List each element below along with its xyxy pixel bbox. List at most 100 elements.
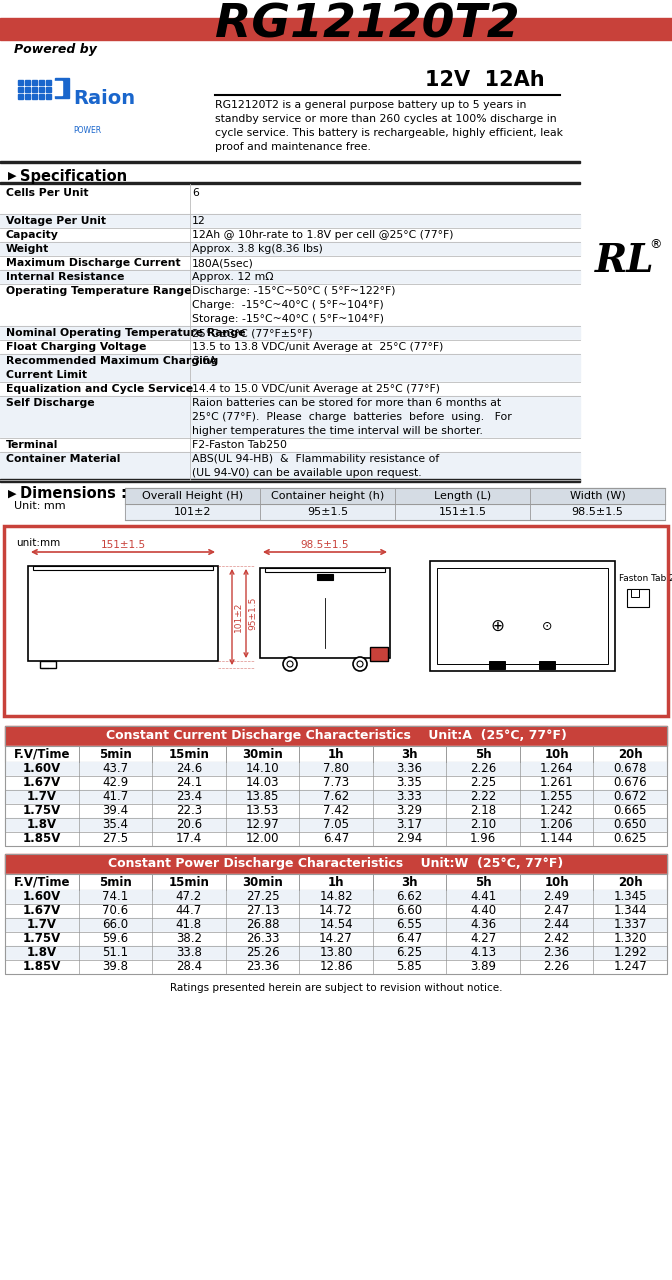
Bar (18, 87, 23, 92)
Text: 3h: 3h (401, 876, 418, 888)
Text: 1.8V: 1.8V (27, 818, 57, 832)
Circle shape (287, 660, 293, 667)
Bar (0, 326, 580, 340)
Circle shape (353, 657, 367, 671)
Text: 3h: 3h (401, 748, 418, 760)
Bar (5, 746, 667, 762)
Text: 5h: 5h (475, 876, 491, 888)
Text: 6.60: 6.60 (396, 905, 423, 918)
Bar (0, 479, 580, 483)
Text: 2.22: 2.22 (470, 791, 496, 804)
Text: 24.1: 24.1 (176, 777, 202, 790)
Bar (39, 87, 44, 92)
Text: 20.6: 20.6 (176, 818, 202, 832)
Text: Constant Current Discharge Characteristics    Unit:A  (25°C, 77°F): Constant Current Discharge Characteristi… (106, 730, 566, 742)
Text: 27.13: 27.13 (246, 905, 280, 918)
Text: 27.25: 27.25 (246, 891, 280, 904)
Text: 6.55: 6.55 (396, 919, 423, 932)
Text: 2.49: 2.49 (544, 891, 570, 904)
Text: Container height (h): Container height (h) (271, 492, 384, 500)
Text: 2.94: 2.94 (396, 832, 423, 846)
Text: Terminal: Terminal (6, 440, 58, 451)
Text: 1h: 1h (328, 876, 344, 888)
Text: 12: 12 (192, 216, 206, 227)
Bar (125, 504, 665, 520)
Text: 15min: 15min (169, 876, 209, 888)
Text: 98.5±1.5: 98.5±1.5 (301, 540, 349, 550)
Text: 6: 6 (192, 188, 199, 198)
Text: Width (W): Width (W) (570, 492, 626, 500)
Text: Current Limit: Current Limit (6, 370, 87, 380)
Text: 5min: 5min (99, 748, 132, 760)
Text: 10h: 10h (544, 748, 569, 760)
Text: 1.320: 1.320 (614, 933, 647, 946)
Text: Self Discharge: Self Discharge (6, 398, 95, 408)
Text: 180A(5sec): 180A(5sec) (192, 259, 254, 268)
Text: 1.7V: 1.7V (27, 919, 56, 932)
Text: 25.26: 25.26 (246, 946, 280, 960)
Text: 13.80: 13.80 (319, 946, 353, 960)
Text: Recommended Maximum Charging: Recommended Maximum Charging (6, 356, 218, 366)
Text: 12.86: 12.86 (319, 960, 353, 974)
Text: 38.2: 38.2 (176, 933, 202, 946)
Text: 0.665: 0.665 (614, 805, 647, 818)
Text: Dimensions :: Dimensions : (20, 486, 127, 502)
Bar (0, 161, 580, 163)
Text: 15min: 15min (169, 748, 209, 760)
Bar (5, 790, 667, 804)
Text: 13.5 to 13.8 VDC/unit Average at  25°C (77°F): 13.5 to 13.8 VDC/unit Average at 25°C (7… (192, 342, 444, 352)
Text: POWER: POWER (73, 125, 101, 134)
Text: 30min: 30min (242, 748, 283, 760)
Text: 1.261: 1.261 (540, 777, 573, 790)
Text: 0.650: 0.650 (614, 818, 647, 832)
Text: ⊙: ⊙ (542, 620, 552, 632)
Text: 25°C±3°C (77°F±5°F): 25°C±3°C (77°F±5°F) (192, 328, 312, 338)
Text: Storage: -15°C~40°C ( 5°F~104°F): Storage: -15°C~40°C ( 5°F~104°F) (192, 314, 384, 324)
Bar (25, 87, 30, 92)
Text: 1.345: 1.345 (614, 891, 647, 904)
Bar (5, 874, 667, 890)
Text: cycle service. This battery is rechargeable, highly efficient, leak: cycle service. This battery is rechargea… (215, 128, 563, 138)
Bar (489, 660, 505, 669)
Text: 35.4: 35.4 (102, 818, 128, 832)
Text: 1.85V: 1.85V (23, 832, 61, 846)
Bar (5, 874, 667, 890)
Bar (46, 79, 51, 84)
Text: Approx. 12 mΩ: Approx. 12 mΩ (192, 271, 274, 282)
Text: 74.1: 74.1 (102, 891, 128, 904)
Text: 1.60V: 1.60V (23, 763, 61, 776)
Text: 101±2: 101±2 (234, 602, 243, 632)
Text: 30min: 30min (242, 876, 283, 888)
Text: ®: ® (649, 238, 661, 251)
Text: 26.33: 26.33 (246, 933, 279, 946)
Text: 7.42: 7.42 (323, 805, 349, 818)
Text: 4.36: 4.36 (470, 919, 496, 932)
Text: 66.0: 66.0 (102, 919, 128, 932)
Bar (5, 804, 667, 818)
Text: Maximum Discharge Current: Maximum Discharge Current (6, 259, 181, 268)
Text: 1.247: 1.247 (614, 960, 647, 974)
Text: 14.10: 14.10 (246, 763, 280, 776)
Text: 1h: 1h (328, 748, 344, 760)
Bar (39, 93, 44, 99)
Text: 1.96: 1.96 (470, 832, 496, 846)
Bar (46, 93, 51, 99)
Text: 27.5: 27.5 (102, 832, 128, 846)
Bar (370, 646, 388, 660)
Text: Specification: Specification (20, 169, 127, 183)
Text: 14.4 to 15.0 VDC/unit Average at 25°C (77°F): 14.4 to 15.0 VDC/unit Average at 25°C (7… (192, 384, 440, 394)
Text: 4.40: 4.40 (470, 905, 496, 918)
Text: Overall Height (H): Overall Height (H) (142, 492, 243, 500)
Text: Discharge: -15°C~50°C ( 5°F~122°F): Discharge: -15°C~50°C ( 5°F~122°F) (192, 285, 396, 296)
Text: 14.54: 14.54 (319, 919, 353, 932)
Bar (33, 566, 213, 570)
Bar (631, 589, 639, 596)
Bar (430, 561, 615, 671)
Text: 22.3: 22.3 (176, 805, 202, 818)
Bar (0, 18, 672, 40)
Bar (0, 396, 580, 438)
Bar (260, 568, 390, 658)
Text: 1.242: 1.242 (540, 805, 573, 818)
Text: Internal Resistance: Internal Resistance (6, 271, 124, 282)
Text: F.V/Time: F.V/Time (13, 748, 70, 760)
